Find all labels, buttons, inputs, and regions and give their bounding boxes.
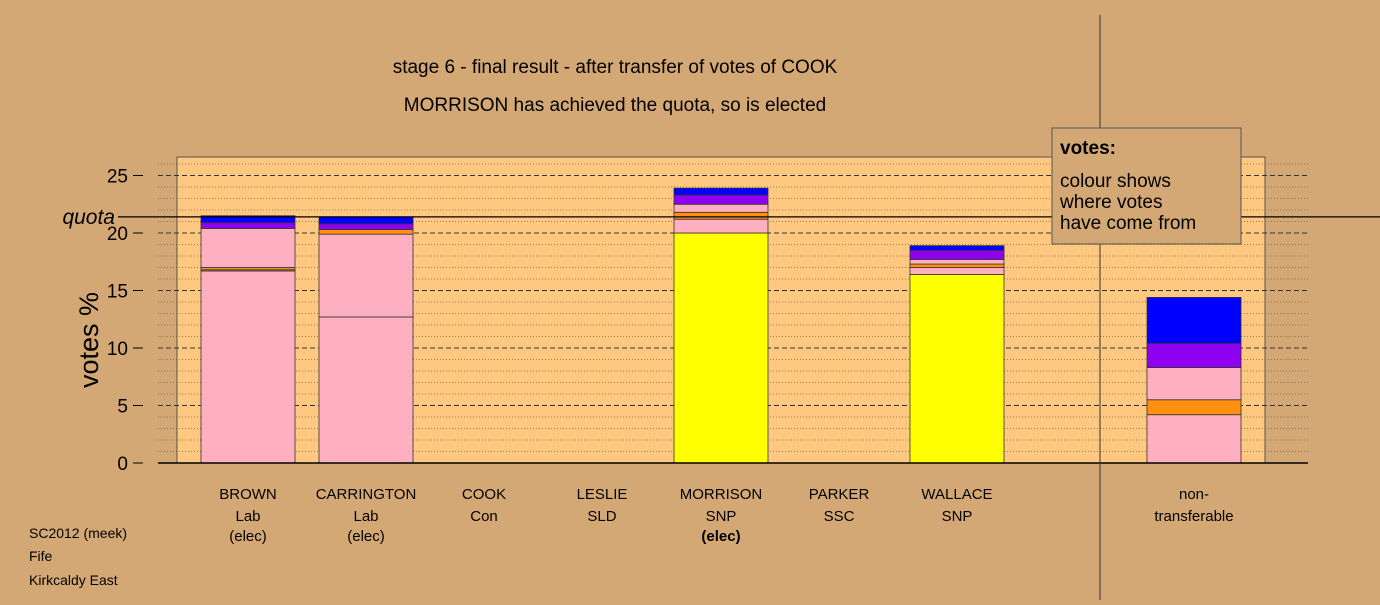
legend-line-3: have come from: [1060, 213, 1196, 234]
footer-council: Fife: [29, 548, 53, 564]
footer-election: SC2012 (meek): [29, 525, 128, 541]
candidate-name: WALLACE: [921, 486, 992, 503]
bar-carrington: [318, 216, 414, 464]
bar-segment-pink: [909, 259, 1005, 265]
legend-line-2: where votes: [1059, 192, 1162, 213]
non-transferable-label-1: non-: [1179, 486, 1209, 503]
legend-box: [1051, 127, 1242, 245]
bar-segment-blue: [909, 245, 1005, 251]
bar-segment-pink: [673, 203, 769, 213]
bar-segment-orange: [909, 263, 1005, 268]
bar-segment-pink: [200, 227, 296, 268]
bar-segment-orange: [1146, 399, 1242, 416]
bar-segment-blue: [318, 216, 414, 225]
candidate-party: SSC: [824, 508, 855, 525]
bar-segment-pink: [909, 267, 1005, 275]
bar-segment-yellow: [909, 273, 1005, 464]
y-axis-label: votes %: [74, 292, 104, 388]
candidate-name: COOK: [462, 486, 506, 503]
candidate-name: CARRINGTON: [316, 486, 417, 503]
non-transferable-label-2: transferable: [1154, 508, 1233, 525]
legend-title: votes:: [1060, 138, 1116, 159]
bar-segment-purple: [909, 249, 1005, 260]
bar-segment-purple: [673, 194, 769, 205]
bar-segment-purple: [200, 222, 296, 229]
y-tick-label: 10: [107, 339, 128, 360]
candidate-status: (elec): [701, 528, 740, 545]
bar-segment-pink: [318, 316, 414, 464]
bar-segment-pink: [1146, 367, 1242, 401]
bar-segment-pink: [318, 233, 414, 318]
bar-segment-purple: [318, 223, 414, 230]
candidate-name: PARKER: [809, 486, 870, 503]
bar-segment-orange: [318, 229, 414, 235]
quota-label: quota: [62, 206, 115, 229]
bar-segment-yellow: [673, 232, 769, 464]
candidate-party: SLD: [587, 508, 616, 525]
candidate-party: SNP: [706, 508, 737, 525]
y-tick-label: 20: [107, 224, 128, 245]
bar-segment-pink: [200, 270, 296, 464]
bar-wallace: [909, 245, 1005, 464]
bar-segment-blue: [673, 187, 769, 196]
footer-ward: Kirkcaldy East: [29, 572, 118, 588]
candidate-name: BROWN: [219, 486, 277, 503]
chart-subtitle: MORRISON has achieved the quota, so is e…: [404, 95, 826, 116]
chart-title: stage 6 - final result - after transfer …: [393, 57, 838, 78]
bar-segment-pink: [1146, 414, 1242, 464]
candidate-party: SNP: [942, 508, 973, 525]
candidate-name: LESLIE: [577, 486, 628, 503]
bar-segment-orange: [673, 211, 769, 220]
candidate-party: Lab: [353, 508, 378, 525]
bar-morrison: [673, 187, 769, 464]
bar-non-transferable: [1146, 296, 1242, 464]
bar-segment-purple: [1146, 342, 1242, 368]
y-tick-label: 15: [107, 282, 128, 303]
bar-segment-blue: [200, 215, 296, 224]
bar-brown: [200, 215, 296, 464]
legend: votes: colour shows where votes have com…: [1051, 127, 1242, 245]
y-tick-label: 5: [117, 397, 128, 418]
y-tick-label: 0: [117, 454, 128, 475]
bar-segment-blue: [1146, 296, 1242, 344]
bar-segment-pink: [673, 218, 769, 234]
candidate-party: Lab: [235, 508, 260, 525]
candidate-party: Con: [470, 508, 498, 525]
candidate-status: (elec): [229, 528, 267, 545]
y-tick-label: 25: [107, 167, 128, 188]
candidate-status: (elec): [347, 528, 385, 545]
legend-line-1: colour shows: [1060, 171, 1171, 192]
candidate-name: MORRISON: [680, 486, 763, 503]
